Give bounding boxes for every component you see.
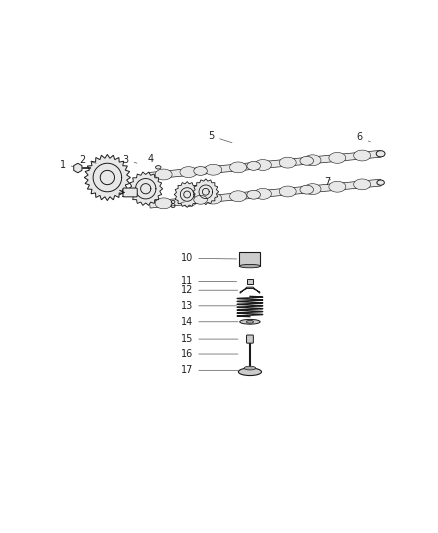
- Polygon shape: [304, 155, 321, 166]
- Ellipse shape: [240, 264, 261, 268]
- Text: 2: 2: [80, 155, 96, 165]
- Text: 10: 10: [181, 253, 237, 263]
- Text: 17: 17: [181, 365, 238, 375]
- Polygon shape: [74, 163, 82, 173]
- Text: 9: 9: [120, 190, 131, 199]
- Ellipse shape: [244, 366, 256, 370]
- Text: 15: 15: [181, 334, 238, 344]
- Ellipse shape: [300, 156, 314, 165]
- Ellipse shape: [377, 180, 385, 185]
- FancyBboxPatch shape: [247, 335, 253, 343]
- Polygon shape: [254, 159, 272, 171]
- Text: 4: 4: [148, 154, 154, 164]
- Ellipse shape: [238, 368, 261, 376]
- Ellipse shape: [240, 319, 260, 324]
- Polygon shape: [205, 164, 222, 175]
- Ellipse shape: [300, 185, 314, 194]
- Polygon shape: [230, 162, 247, 173]
- Ellipse shape: [247, 190, 261, 199]
- Polygon shape: [304, 184, 321, 195]
- Polygon shape: [180, 196, 197, 206]
- Ellipse shape: [155, 166, 161, 169]
- Polygon shape: [205, 193, 222, 204]
- Text: 3: 3: [123, 155, 137, 165]
- FancyBboxPatch shape: [240, 252, 261, 266]
- Polygon shape: [329, 152, 346, 163]
- Polygon shape: [279, 157, 296, 168]
- Text: 12: 12: [181, 285, 238, 295]
- FancyBboxPatch shape: [123, 188, 137, 197]
- Text: 14: 14: [181, 317, 238, 327]
- Polygon shape: [353, 179, 371, 190]
- Polygon shape: [174, 182, 200, 207]
- Polygon shape: [230, 191, 247, 201]
- Ellipse shape: [376, 151, 385, 157]
- Polygon shape: [84, 155, 131, 200]
- Text: 8: 8: [170, 200, 184, 209]
- Text: 6: 6: [357, 133, 371, 142]
- Polygon shape: [353, 150, 371, 161]
- Polygon shape: [149, 179, 381, 208]
- Ellipse shape: [194, 166, 207, 175]
- Polygon shape: [279, 186, 296, 197]
- Text: 11: 11: [181, 277, 237, 286]
- Polygon shape: [155, 198, 172, 209]
- Text: 13: 13: [181, 301, 237, 311]
- Polygon shape: [254, 189, 272, 199]
- Polygon shape: [129, 172, 162, 205]
- Text: 1: 1: [60, 159, 76, 169]
- Text: 7: 7: [324, 176, 331, 187]
- Polygon shape: [180, 167, 197, 177]
- Bar: [247, 279, 253, 285]
- Polygon shape: [329, 181, 346, 192]
- Polygon shape: [149, 150, 381, 179]
- Text: 5: 5: [208, 131, 232, 143]
- Ellipse shape: [247, 161, 261, 171]
- Ellipse shape: [246, 320, 254, 323]
- Polygon shape: [240, 287, 260, 293]
- Text: 16: 16: [181, 349, 238, 359]
- Polygon shape: [193, 179, 219, 205]
- Ellipse shape: [194, 196, 207, 204]
- Polygon shape: [155, 169, 172, 180]
